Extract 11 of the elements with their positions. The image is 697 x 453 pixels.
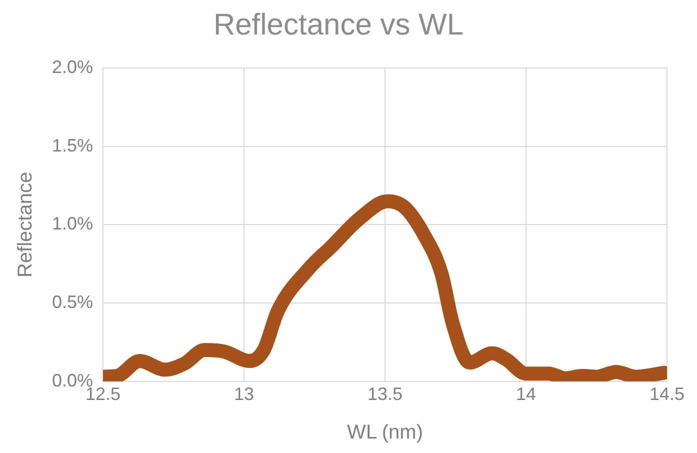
y-tick-label: 1.5% (52, 135, 94, 156)
x-axis-title: WL (nm) (347, 422, 423, 444)
x-tick-label: 13.5 (367, 384, 403, 404)
y-tick-label: 2.0% (52, 56, 94, 77)
y-tick-label: 1.0% (52, 214, 94, 234)
chart-title: Reflectance vs WL (213, 8, 464, 42)
y-tick-label: 0.5% (52, 292, 94, 312)
y-axis-title: Reflectance (14, 172, 37, 278)
x-tick-label: 13 (234, 384, 254, 404)
x-tick-label: 14.5 (649, 384, 685, 404)
x-tick-label: 14 (516, 384, 536, 404)
